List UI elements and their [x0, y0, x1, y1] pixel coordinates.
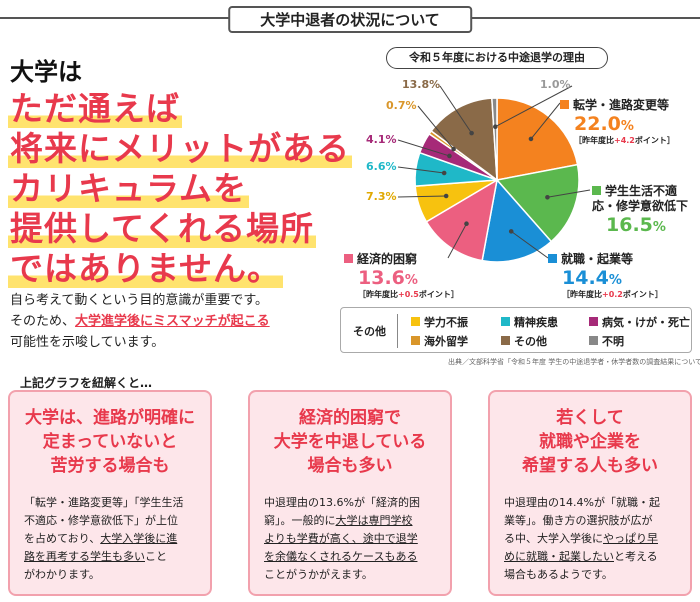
legend-unknown: 不明 — [589, 333, 624, 349]
leader-line-学力不振 — [397, 195, 447, 198]
leader-line-学生生活不適応・修学意欲低下 — [547, 189, 591, 198]
legend-swatch-academic — [411, 317, 420, 326]
label-financial-note: ［昨年度比+0.5ポイント］ — [358, 290, 459, 299]
headline-line-4: 提供してくれる場所 — [8, 209, 317, 248]
legend-swatch-financial — [344, 254, 353, 263]
pie-slice-不明 — [491, 97, 498, 181]
label-others-value: 13.8% — [402, 78, 441, 91]
legend-swatch-transfer — [560, 100, 569, 109]
leader-dot-学力不振 — [443, 193, 449, 199]
label-abroad-value: 0.7% — [386, 99, 417, 112]
headline-line-1: ただ通えば — [8, 89, 182, 128]
pie-slice-学生生活不適応・修学意欲低下 — [495, 163, 580, 243]
leader-line-その他 — [439, 85, 473, 134]
label-employment-note: ［昨年度比+0.2ポイント］ — [562, 290, 663, 299]
label-transfer: 転学・進路変更等 22.0% ［昨年度比+4.2ポイント］ — [560, 96, 675, 146]
pie-slice-その他 — [430, 97, 498, 182]
card-3-text: 中退理由の14.4%が「就職・起 業等」。働き方の選択肢が広が る中、大学入学後… — [504, 496, 660, 581]
section-header: 大学中退者の状況について — [0, 0, 700, 34]
label-transfer-note: ［昨年度比+4.2ポイント］ — [574, 136, 675, 145]
legend-abroad: 海外留学 — [411, 333, 468, 349]
body-line-3: 可能性を示唆しています。 — [10, 335, 165, 350]
headline-line-5: ではありません。 — [8, 249, 284, 288]
interpretation-heading: 上記グラフを紐解くと… — [20, 376, 153, 390]
headline-line-2: 将来にメリットがある — [8, 129, 352, 168]
pie-slice-経済的困窮 — [425, 178, 499, 262]
mismatch-highlight: 大学進学後にミスマッチが起こる — [75, 314, 270, 329]
card-1-text: 「転学・進路変更等」「学生生活 不適応・修学意欲低下」が上位 を占めており、大学… — [24, 496, 184, 581]
leader-line-病気・けが・死亡 — [397, 139, 450, 157]
label-maladjust: 学生生活不適応・修学意欲低下 16.5% — [592, 184, 690, 236]
leader-line-経済的困窮 — [447, 223, 467, 259]
leader-dot-就職・起業等 — [508, 229, 514, 234]
label-financial: 経済的困窮 13.6% ［昨年度比+0.5ポイント］ — [344, 250, 459, 300]
leader-line-海外留学 — [417, 105, 454, 150]
leader-line-不明 — [495, 85, 573, 128]
label-mental-value: 6.6% — [366, 160, 397, 173]
label-employment: 就職・起業等 14.4% ［昨年度比+0.2ポイント］ — [548, 250, 663, 300]
other-legend-title: その他 — [353, 325, 386, 338]
leader-dot-転学・進路変更等 — [528, 136, 534, 142]
legend-others: その他 — [501, 333, 547, 349]
legend-academic: 学力不振 — [411, 314, 468, 330]
label-transfer-name: 転学・進路変更等 — [560, 96, 675, 113]
legend-swatch-unknown — [589, 336, 598, 345]
leader-line-就職・起業等 — [510, 230, 549, 259]
legend-illness: 病気・けが・死亡 — [589, 314, 690, 330]
legend-swatch-abroad — [411, 336, 420, 345]
headline-sub: 大学は — [10, 58, 82, 86]
card-1-title: 大学は、進路が明確に 定まっていないと 苦労する場合も — [25, 408, 195, 476]
leader-line-精神疾患 — [397, 166, 445, 174]
leader-line-転学・進路変更等 — [530, 102, 561, 140]
card-career-uncertain: 大学は、進路が明確に 定まっていないと 苦労する場合も 「転学・進路変更等」「学生生… — [8, 390, 212, 596]
other-legend-divider — [397, 314, 398, 348]
label-employment-value: 14.4% — [562, 267, 622, 289]
label-illness-value: 4.1% — [366, 133, 397, 146]
leader-dot-病気・けが・死亡 — [447, 153, 452, 159]
leader-dot-海外留学 — [451, 146, 456, 152]
card-3-title: 若くして 就職や企業を 希望する人も多い — [522, 408, 658, 476]
card-2-text: 中退理由の13.6%が「経済的困 窮」。一般的に大学は専門学校 よりも学費が高く… — [264, 496, 420, 581]
label-transfer-value: 22.0% — [574, 113, 634, 135]
label-financial-value: 13.6% — [358, 267, 418, 289]
legend-swatch-mental — [501, 317, 510, 326]
label-maladjust-name: 学生生活不適応・修学意欲低下 — [592, 184, 689, 213]
header-title: 大学中退者の状況について — [228, 6, 472, 33]
label-employment-name: 就職・起業等 — [548, 250, 663, 267]
other-legend-box: その他 学力不振 精神疾患 病気・けが・死亡 海外留学 その他 不明 — [340, 307, 692, 353]
label-financial-name: 経済的困窮 — [344, 250, 459, 267]
headline-line-3: カリキュラムを — [8, 169, 250, 208]
card-early-employment: 若くして 就職や企業を 希望する人も多い 中退理由の14.4%が「就職・起 業等」。… — [488, 390, 692, 596]
label-maladjust-value: 16.5% — [606, 214, 666, 236]
card-2-title: 経済的困窮で 大学を中退している 場合も多い — [273, 408, 427, 476]
label-academic-value: 7.3% — [366, 190, 397, 203]
pie-slice-就職・起業等 — [481, 178, 553, 263]
leader-dot-学生生活不適応・修学意欲低下 — [545, 194, 550, 200]
leader-dot-経済的困窮 — [464, 221, 469, 227]
body-line-1: 自ら考えて動くという目的意識が重要です。 — [10, 293, 269, 308]
legend-mental: 精神疾患 — [501, 314, 558, 330]
chart-title: 令和５年度における中途退学の理由 — [386, 47, 608, 69]
legend-swatch-others — [501, 336, 510, 345]
leader-dot-不明 — [493, 124, 498, 130]
body-line-2: そのため、大学進学後にミスマッチが起こる — [10, 314, 270, 329]
leader-dot-その他 — [469, 130, 474, 136]
legend-swatch-illness — [589, 317, 598, 326]
label-unknown-value: 1.0% — [540, 78, 571, 91]
source-note: 出典／文部科学省「令和５年度 学生の中途退学者・休学者数の調査結果について」 — [448, 358, 700, 366]
card-financial-hardship: 経済的困窮で 大学を中退している 場合も多い 中退理由の13.6%が「経済的困 窮」… — [248, 390, 452, 596]
body-text: 自ら考えて動くという目的意識が重要です。 そのため、大学進学後にミスマッチが起こ… — [10, 290, 310, 353]
legend-swatch-employment — [548, 254, 557, 263]
legend-swatch-maladjust — [592, 186, 601, 195]
leader-dot-精神疾患 — [441, 170, 447, 176]
